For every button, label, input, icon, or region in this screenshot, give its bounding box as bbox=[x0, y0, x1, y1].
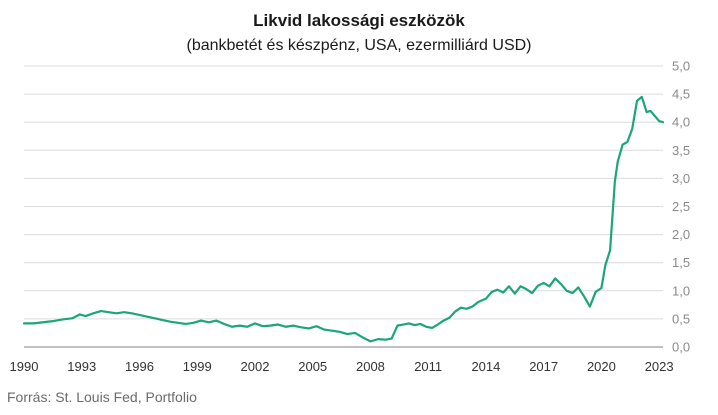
x-tick-label: 2020 bbox=[587, 359, 616, 374]
y-tick-label: 4,5 bbox=[672, 87, 690, 102]
chart-subtitle: (bankbetét és készpénz, USA, ezermilliár… bbox=[186, 37, 532, 54]
x-tick-label: 2008 bbox=[356, 359, 385, 374]
y-tick-label: 0,0 bbox=[672, 340, 690, 355]
gridlines bbox=[24, 65, 663, 348]
x-tick-label: 1993 bbox=[67, 359, 96, 374]
x-tick-label: 1990 bbox=[10, 359, 39, 374]
y-tick-label: 5,0 bbox=[672, 59, 690, 74]
x-tick-label: 2011 bbox=[414, 359, 442, 374]
y-tick-label: 0,5 bbox=[672, 311, 690, 326]
y-tick-label: 2,0 bbox=[672, 227, 690, 242]
x-tick-label: 2023 bbox=[645, 359, 674, 374]
y-tick-label: 2,5 bbox=[672, 199, 690, 214]
y-tick-label: 1,0 bbox=[672, 283, 690, 298]
y-tick-label: 3,5 bbox=[672, 143, 690, 158]
y-tick-label: 4,0 bbox=[672, 115, 690, 130]
x-tick-label: 2014 bbox=[471, 359, 500, 374]
x-tick-label: 2005 bbox=[298, 359, 327, 374]
series-group bbox=[22, 95, 665, 343]
y-tick-label: 3,0 bbox=[672, 171, 690, 186]
series-line bbox=[22, 95, 665, 343]
x-tick-label: 2002 bbox=[241, 359, 270, 374]
x-tick-label: 1996 bbox=[125, 359, 154, 374]
x-tick-label: 1999 bbox=[183, 359, 212, 374]
x-tick-label: 2017 bbox=[529, 359, 558, 374]
chart-title: Likvid lakossági eszközök bbox=[253, 11, 465, 30]
y-tick-label: 1,5 bbox=[672, 255, 690, 270]
y-axis-ticks: 0,0 0,5 1,0 1,5 2,0 2,5 3,0 3,5 4,0 4,5 5,0 bbox=[672, 59, 690, 355]
x-axis-ticks: 1990 1993 1996 1999 2002 2005 2008 2011 2014 2017… bbox=[10, 359, 674, 374]
source-note: Forrás: St. Louis Fed, Portfolio bbox=[7, 389, 197, 405]
